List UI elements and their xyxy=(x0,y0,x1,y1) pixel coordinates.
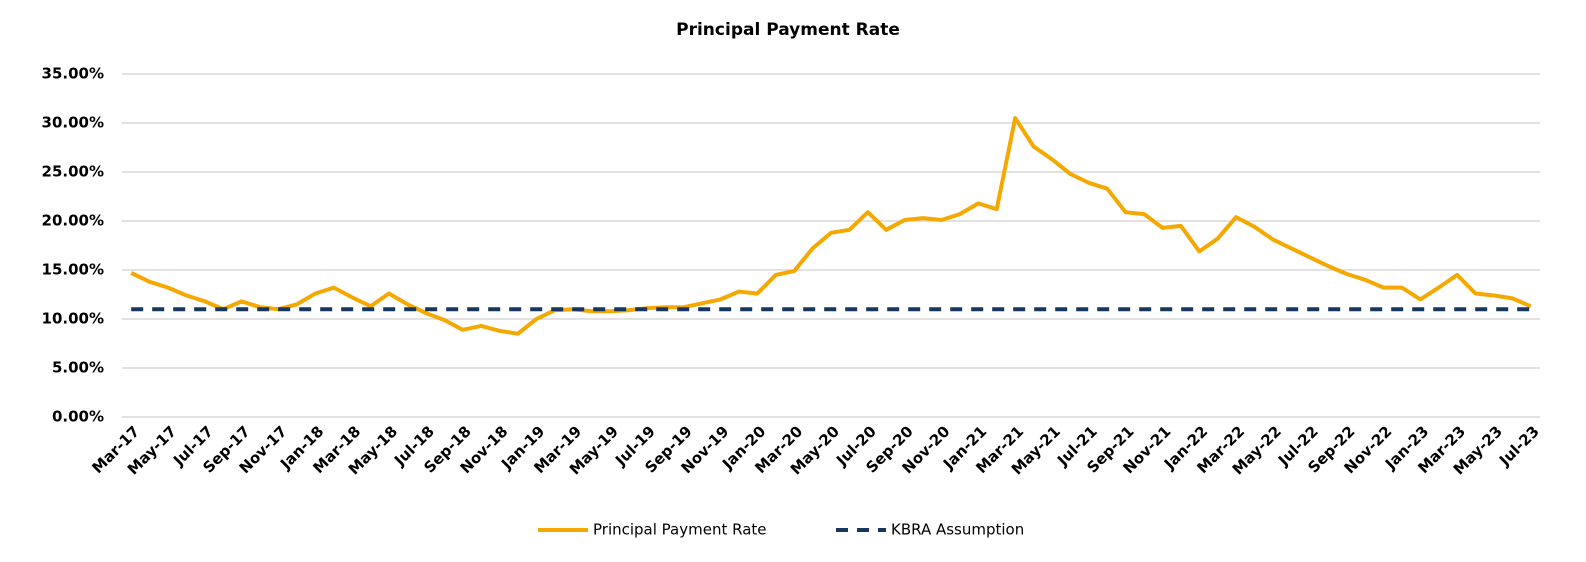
x-tick-label: Jul-23 xyxy=(1495,422,1543,470)
y-tick-label: 20.00% xyxy=(42,212,104,230)
series-line xyxy=(130,116,1532,336)
y-tick-label: 5.00% xyxy=(52,359,104,377)
y-tick-label: 35.00% xyxy=(42,65,104,83)
y-tick-label: 15.00% xyxy=(42,261,104,279)
legend-label: KBRA Assumption xyxy=(891,521,1024,539)
y-tick-label: 25.00% xyxy=(42,163,104,181)
y-tick-label: 0.00% xyxy=(52,408,104,426)
chart-title: Principal Payment Rate xyxy=(676,20,900,40)
y-tick-label: 10.00% xyxy=(42,310,104,328)
legend-label: Principal Payment Rate xyxy=(593,521,767,539)
y-tick-label: 30.00% xyxy=(42,114,104,132)
